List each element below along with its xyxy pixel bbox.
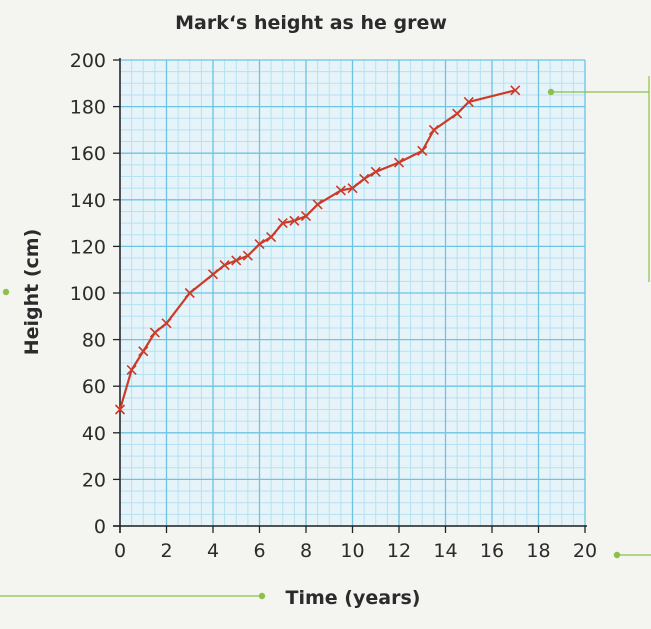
x-tick-label: 20 <box>573 540 597 562</box>
data-point-marker <box>149 327 160 338</box>
callout-dot <box>2 288 10 296</box>
y-tick-label: 100 <box>70 283 106 305</box>
data-point-marker <box>428 124 439 135</box>
y-tick-label: 140 <box>70 190 106 212</box>
annotation-callouts <box>0 76 651 600</box>
x-tick-label: 18 <box>526 540 550 562</box>
data-point-marker <box>219 259 230 271</box>
data-point-marker <box>510 85 521 96</box>
y-tick-label: 120 <box>70 236 106 258</box>
data-point-marker <box>370 166 381 177</box>
axes <box>113 58 587 533</box>
chart-title: Mark‘s height as he grew <box>175 12 447 34</box>
data-point-marker <box>289 215 300 226</box>
y-tick-label: 160 <box>70 143 106 165</box>
data-point-marker <box>463 96 474 108</box>
y-tick-labels: 0 20 40 60 80 100 120 140 160 180 200 <box>70 50 106 538</box>
x-tick-label: 16 <box>480 540 504 562</box>
callout-dot <box>258 592 266 600</box>
data-point-marker <box>184 287 195 299</box>
y-tick-label: 180 <box>70 97 106 119</box>
series-line <box>118 89 516 410</box>
data-point-marker <box>242 250 253 261</box>
y-tick-label: 60 <box>82 376 106 398</box>
data-point-marker <box>114 404 126 415</box>
callout-dot <box>547 88 555 96</box>
data-point-marker <box>300 211 312 222</box>
callout-dot <box>613 551 621 559</box>
x-tick-label: 12 <box>387 540 411 562</box>
x-tick-label: 2 <box>160 540 172 562</box>
x-tick-label: 8 <box>300 540 312 562</box>
data-point-marker <box>312 199 323 210</box>
y-tick-label: 40 <box>82 423 106 445</box>
data-point-marker <box>266 232 277 243</box>
data-point-marker <box>126 364 137 375</box>
data-point-marker <box>417 145 428 156</box>
data-point-marker <box>207 269 219 280</box>
y-axis-label: Height (cm) <box>21 229 43 356</box>
data-point-marker <box>393 157 405 168</box>
y-tick-label: 0 <box>94 516 106 538</box>
data-point-marker <box>359 173 370 184</box>
x-tick-label: 10 <box>340 540 364 562</box>
x-tick-label: 6 <box>253 540 265 562</box>
series-layer <box>114 85 521 415</box>
data-point-marker <box>161 318 172 329</box>
y-tick-label: 80 <box>82 330 106 352</box>
data-point-marker <box>277 218 288 229</box>
x-axis-label: Time (years) <box>286 587 421 609</box>
y-tick-label: 20 <box>82 469 106 491</box>
data-point-marker <box>452 108 463 119</box>
data-point-marker <box>335 185 346 196</box>
data-point-marker <box>347 183 358 194</box>
x-tick-label: 4 <box>207 540 219 562</box>
data-point-marker <box>138 346 149 357</box>
x-tick-labels: 0 2 4 6 8 10 12 14 16 18 20 <box>114 540 597 562</box>
x-tick-label: 0 <box>114 540 126 562</box>
x-tick-label: 14 <box>433 540 457 562</box>
y-tick-label: 200 <box>70 50 106 72</box>
data-point-marker <box>231 255 242 266</box>
data-point-marker <box>254 239 265 250</box>
